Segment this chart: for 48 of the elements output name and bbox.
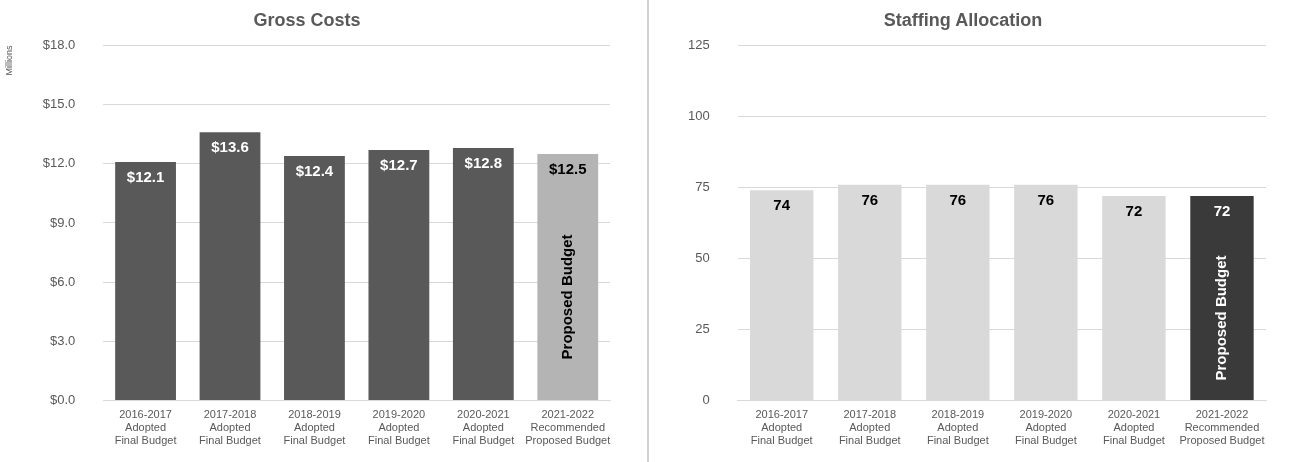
bar <box>368 150 430 400</box>
bar <box>537 154 599 400</box>
x-tick-label: 2021-2022 Recommended Proposed Budget <box>525 408 611 447</box>
y-tick-label: 0 <box>702 391 710 407</box>
data-label: 76 <box>949 190 967 208</box>
x-tick-label: 2016-2017 Adopted Final Budget <box>114 408 177 447</box>
data-label: $12.5 <box>549 160 587 178</box>
y-tick-label: 25 <box>695 321 710 337</box>
bar <box>284 155 345 400</box>
bar <box>115 161 176 400</box>
data-label: $12.7 <box>380 156 418 174</box>
x-tick-label: 2020-2021 Adopted Final Budget <box>1103 408 1165 447</box>
data-label: 76 <box>861 190 879 208</box>
y-tick-label: 50 <box>695 250 710 266</box>
data-label: 74 <box>773 196 791 214</box>
x-tick-label: 2016-2017 Adopted Final Budget <box>750 408 813 447</box>
x-tick-label: 2017-2018 Adopted Final Budget <box>838 408 901 447</box>
annotation: Proposed Budget <box>1212 255 1230 381</box>
y-tick-label: 75 <box>695 179 710 195</box>
x-tick-label: 2018-2019 Adopted Final Budget <box>283 408 346 447</box>
y-tick-label: $3.0 <box>50 332 76 348</box>
x-tick-label: 2018-2019 Adopted Final Budget <box>926 408 989 447</box>
chart-title: Staffing Allocation <box>883 9 1043 30</box>
x-tick-label: 2017-2018 Adopted Final Budget <box>199 408 261 447</box>
y-tick-label: $0.0 <box>50 391 76 407</box>
data-label: $13.6 <box>211 138 249 156</box>
y-tick-label: $6.0 <box>50 273 76 289</box>
y-tick-label: $12.0 <box>42 155 76 171</box>
y-tick-label: $18.0 <box>42 37 76 53</box>
data-label: $12.1 <box>126 168 165 186</box>
y-tick-label: 100 <box>687 108 710 124</box>
annotation: Proposed Budget <box>557 234 575 360</box>
data-label: 72 <box>1125 202 1143 220</box>
x-tick-label: 2021-2022 Recommended Proposed Budget <box>1179 408 1265 447</box>
y-tick-label: $15.0 <box>42 96 76 112</box>
y-tick-label: 125 <box>687 37 710 53</box>
x-tick-label: 2020-2021 Adopted Final Budget <box>452 408 515 447</box>
bar <box>452 148 514 400</box>
chart-title: Gross Costs <box>253 9 361 30</box>
y-tick-label: $9.0 <box>50 214 76 230</box>
data-label: $12.4 <box>295 162 334 180</box>
x-tick-label: 2019-2020 Adopted Final Budget <box>1014 408 1077 447</box>
data-label: 76 <box>1037 190 1055 208</box>
y-axis-title: Millions <box>3 45 14 76</box>
bar <box>199 132 261 400</box>
x-tick-label: 2019-2020 Adopted Final Budget <box>368 408 430 447</box>
data-label: 72 <box>1213 202 1231 220</box>
data-label: $12.8 <box>464 154 503 172</box>
